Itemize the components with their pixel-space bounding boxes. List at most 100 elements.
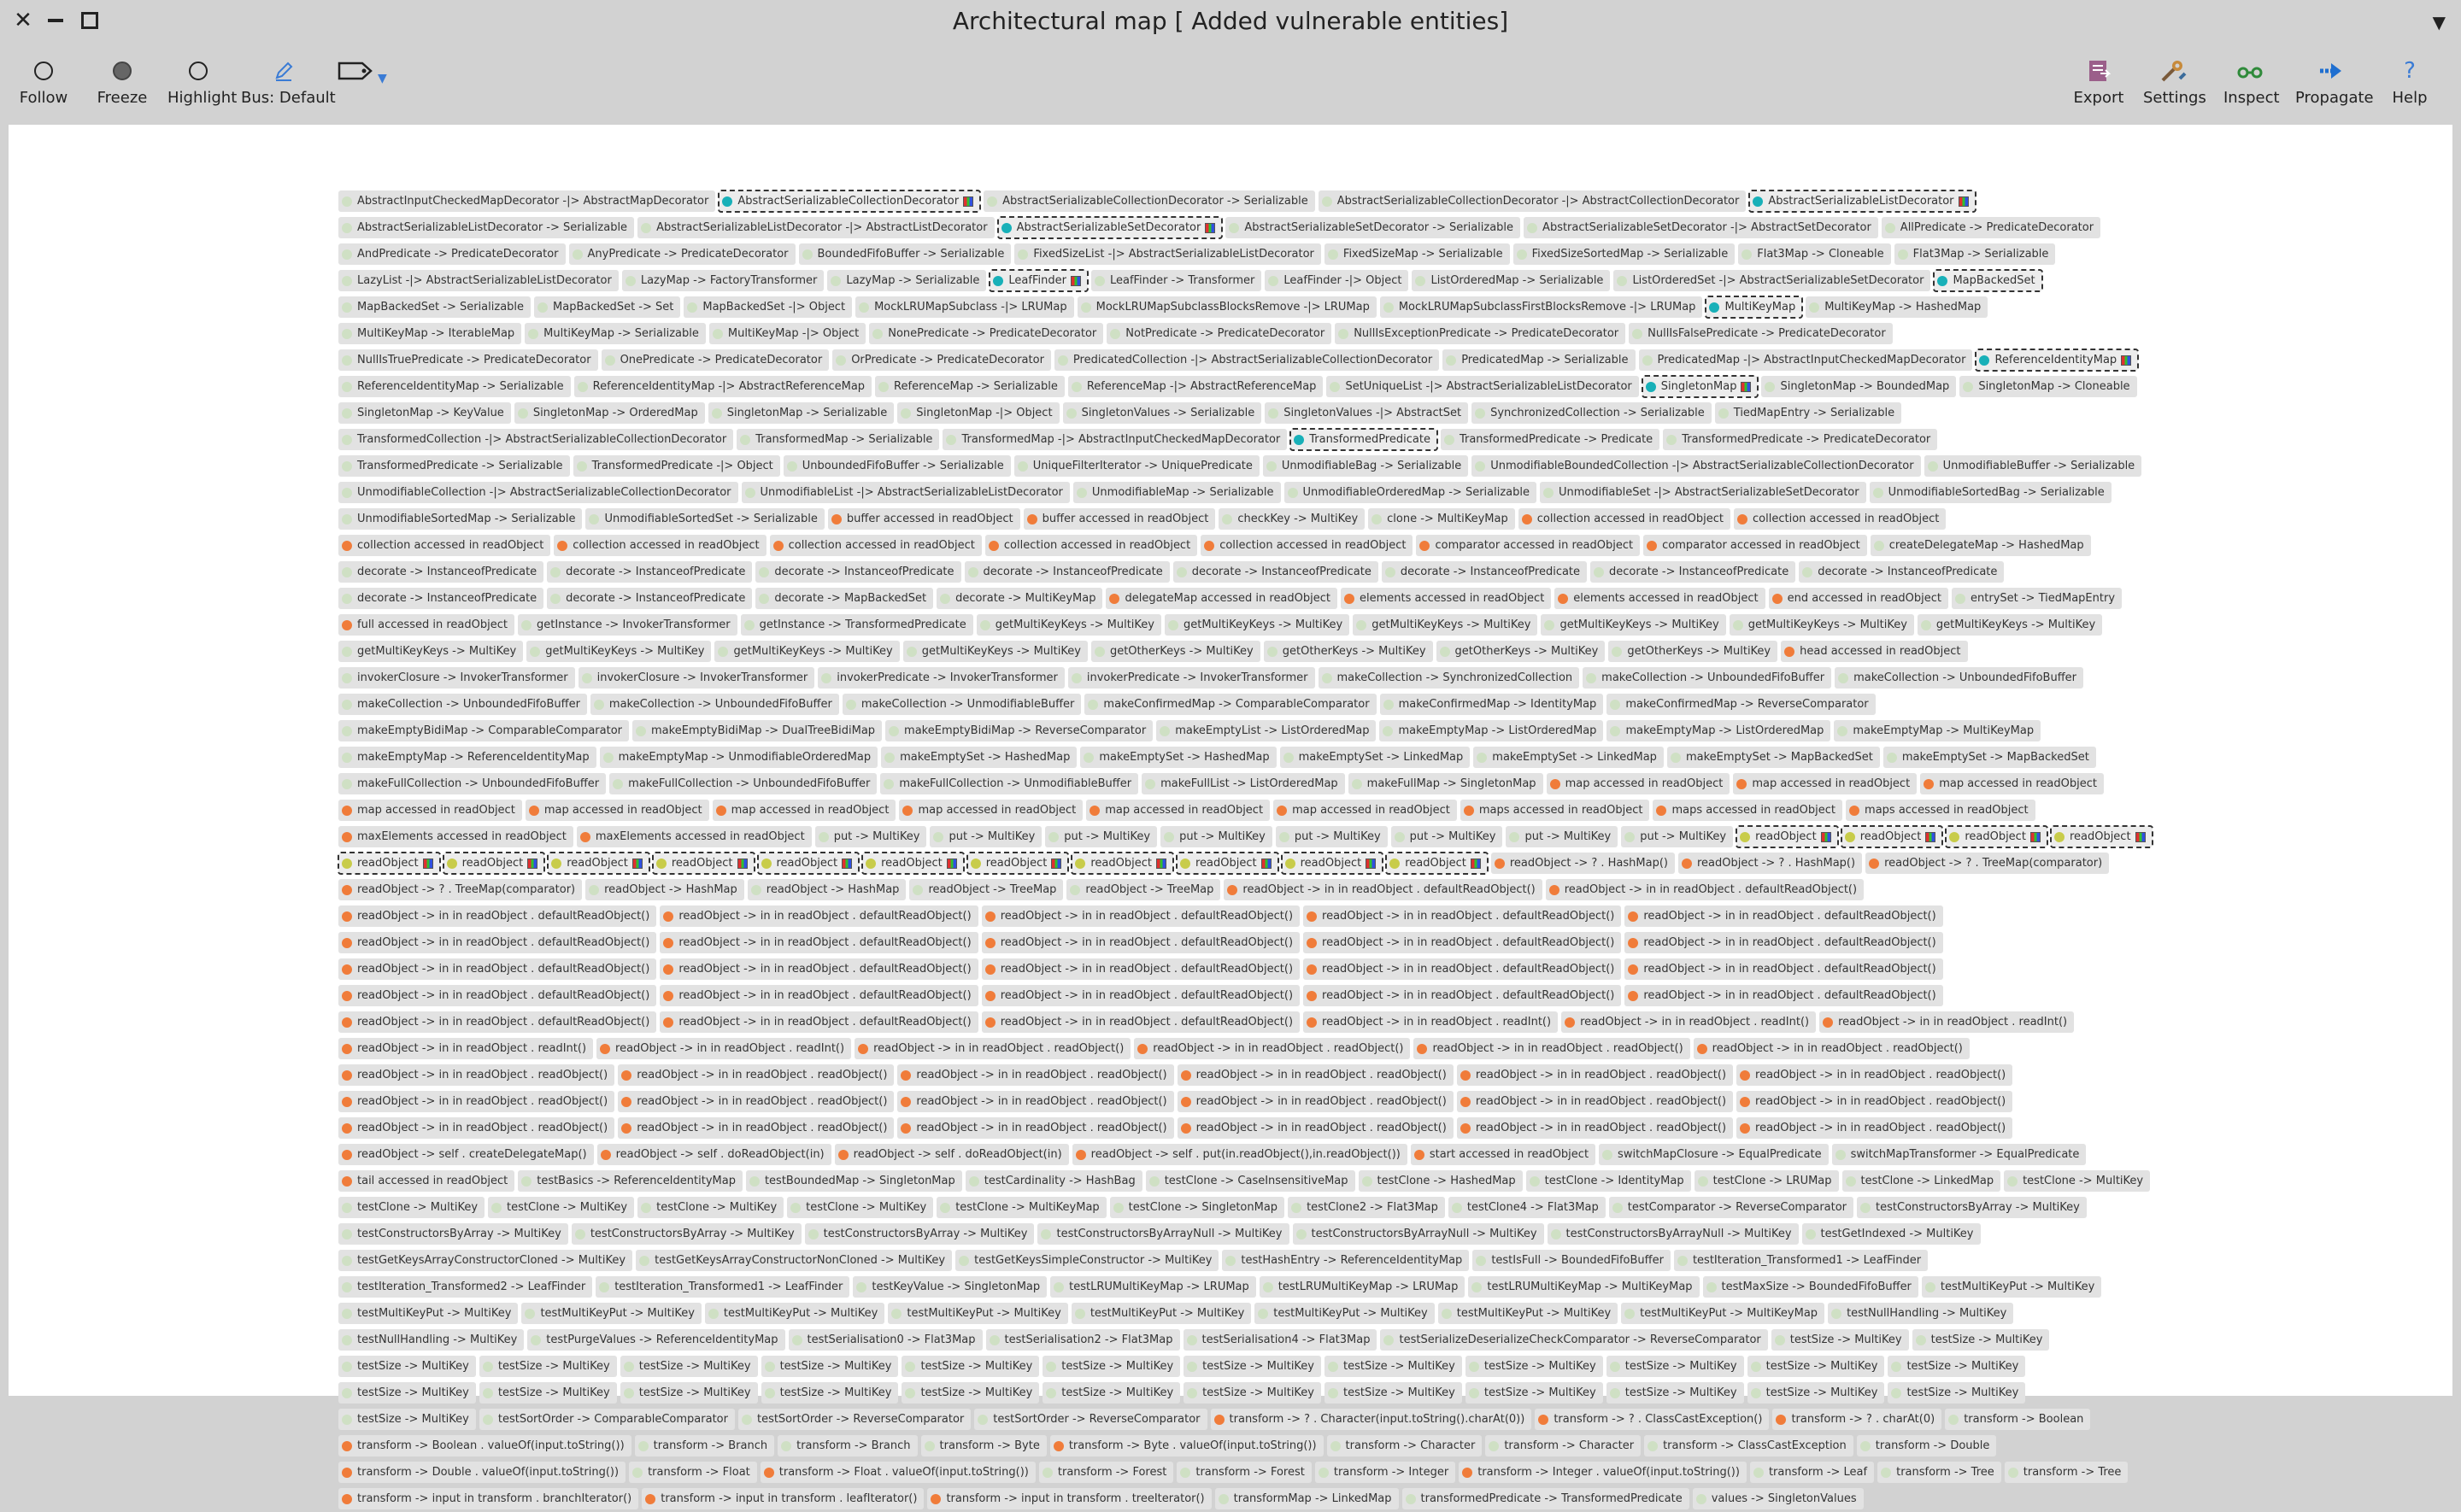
entity-node[interactable]: readObject -> in in readObject . readInt… [338,1038,594,1059]
entity-node[interactable]: transform -> Double . valueOf(input.toSt… [338,1462,626,1483]
entity-node[interactable]: readObject -> in in readObject . default… [1224,879,1542,900]
entity-node[interactable]: AnyPredicate -> PredicateDecorator [568,243,796,265]
entity-node[interactable]: makeCollection -> UnboundedFifoBuffer [590,694,839,715]
entity-node[interactable]: testGetKeysArrayConstructorNonCloned -> … [636,1250,953,1271]
entity-node[interactable]: makeConfirmedMap -> ReverseComparator [1606,694,1876,715]
entity-node[interactable]: testNullHandling -> MultiKey [338,1329,525,1351]
entity-node[interactable]: decorate -> InstanceofPredicate [1172,561,1378,583]
entity-node[interactable]: testSortOrder -> ReverseComparator [974,1409,1207,1430]
entity-node[interactable]: TransformedPredicate -> PredicateDecorat… [1663,429,1938,450]
entity-node[interactable]: testSerializeDeserializeCheckComparator … [1380,1329,1768,1351]
entity-node[interactable]: testConstructorsByArray -> MultiKey [804,1223,1035,1245]
entity-node[interactable]: transform -> Integer . valueOf(input.toS… [1459,1462,1747,1483]
entity-node[interactable]: switchMapClosure -> EqualPredicate [1599,1144,1829,1165]
entity-node[interactable]: makeFullList -> ListOrderedMap [1142,773,1345,794]
entity-node[interactable]: testLRUMultiKeyMap -> LRUMap [1259,1276,1465,1298]
entity-node[interactable]: transform -> Tree [2004,1462,2129,1483]
entity-node[interactable]: ReferenceIdentityMap -|> AbstractReferen… [573,376,872,397]
entity-node[interactable]: AbstractSerializableSetDecorator -|> Abs… [1524,217,1878,238]
entity-node[interactable]: testSize -> MultiKey [1888,1356,2026,1377]
entity-node[interactable]: transform -> Float . valueOf(input.toStr… [760,1462,1036,1483]
entity-node[interactable]: testSize -> MultiKey [761,1382,899,1404]
entity-node[interactable]: start accessed in readObject [1410,1144,1596,1165]
entity-node[interactable]: full accessed in readObject [338,614,514,636]
entity-node[interactable]: getOtherKeys -> MultiKey [1090,641,1260,662]
entity-node[interactable]: testSize -> MultiKey [1771,1329,1909,1351]
entity-node[interactable]: transform -> ? . Character(input.toStrin… [1210,1409,1532,1430]
entity-node[interactable]: Flat3Map -> Cloneable [1738,243,1891,265]
entity-node[interactable]: end accessed in readObject [1768,588,1949,609]
entity-node[interactable]: getMultiKeyKeys -> MultiKey [1917,614,2103,636]
entity-node[interactable]: getMultiKeyKeys -> MultiKey [714,641,900,662]
entity-node[interactable]: createDelegateMap -> HashedMap [1870,535,2091,556]
entity-node[interactable]: testSize -> MultiKey [1912,1329,2050,1351]
entity-node[interactable]: testClone -> IdentityMap [1525,1170,1691,1192]
entity-node[interactable]: testConstructorsByArrayNull -> MultiKey [1547,1223,1799,1245]
entity-node[interactable]: invokerClosure -> InvokerTransformer [578,667,815,689]
highlight-button[interactable]: Highlight [167,55,237,107]
entity-node[interactable]: readObject -> in in readObject . readObj… [338,1117,615,1139]
entity-node[interactable]: makeEmptySet -> HashedMap [1080,747,1277,768]
entity-node[interactable]: MultiKeyMap -> HashedMap [1806,296,1988,318]
entity-node[interactable]: readObject -> in in readObject . default… [981,1011,1301,1033]
entity-node[interactable]: readObject -> self . doReadObject(in) [834,1144,1069,1165]
entity-node[interactable]: makeCollection -> UnboundedFifoBuffer [1835,667,2083,689]
entity-node[interactable]: FixedSizeMap -> Serializable [1324,243,1510,265]
entity-node[interactable]: buffer accessed in readObject [1023,508,1216,530]
entity-node[interactable]: testSize -> MultiKey [1184,1356,1322,1377]
entity-node[interactable]: getMultiKeyKeys -> MultiKey [902,641,1088,662]
entity-node[interactable]: readObject -> self . doReadObject(in) [596,1144,831,1165]
entity-node[interactable]: MockLRUMapSubclassFirstBlocksRemove -|> … [1379,296,1703,318]
entity-node[interactable]: UnmodifiableList -|> AbstractSerializabl… [741,482,1070,503]
entity-node[interactable]: testClone -> HashedMap [1358,1170,1523,1192]
entity-node[interactable]: testGetKeysArrayConstructorCloned -> Mul… [338,1250,633,1271]
entity-node[interactable]: getMultiKeyKeys -> MultiKey [1164,614,1350,636]
entity-node[interactable]: readObject -> in in readObject . default… [338,932,657,953]
entity-node[interactable]: PredicatedCollection -|> AbstractSeriali… [1054,349,1440,371]
entity-node[interactable]: readObject [756,852,860,875]
entity-node[interactable]: TransformedPredicate -> Serializable [338,455,570,477]
entity-node[interactable]: ListOrderedMap -> Serializable [1412,270,1611,291]
entity-node[interactable]: testSize -> MultiKey [479,1382,617,1404]
entity-node[interactable]: readObject -> HashMap [747,879,907,900]
entity-node[interactable]: getOtherKeys -> MultiKey [1436,641,1606,662]
entity-node[interactable]: ReferenceIdentityMap [1975,349,2140,372]
entity-node[interactable]: invokerClosure -> InvokerTransformer [338,667,575,689]
entity-node[interactable]: LazyMap -> Serializable [827,270,987,291]
entity-node[interactable]: readObject -> in in readObject . readInt… [1303,1011,1559,1033]
entity-node[interactable]: testLRUMultiKeyMap -> MultiKeyMap [1468,1276,1700,1298]
entity-node[interactable]: makeEmptyBidiMap -> DualTreeBidiMap [632,720,883,741]
entity-node[interactable]: SingletonMap -> OrderedMap [514,402,705,424]
inspect-button[interactable]: Inspect [2223,55,2280,107]
entity-node[interactable]: makeEmptyList -> ListOrderedMap [1156,720,1377,741]
entity-node[interactable]: NullIsTruePredicate -> PredicateDecorato… [338,349,598,371]
entity-node[interactable]: testSerialisation4 -> Flat3Map [1183,1329,1377,1351]
window-menu-icon[interactable]: ▼ [2432,12,2446,32]
entity-node[interactable]: UnmodifiableCollection -|> AbstractSeria… [338,482,738,503]
entity-node[interactable]: makeFullCollection -> UnmodifiableBuffer [880,773,1139,794]
entity-node[interactable]: collection accessed in readObject [984,535,1198,556]
entity-node[interactable]: readObject -> in in readObject . readObj… [1736,1117,2013,1139]
entity-node[interactable]: transform -> Character [1326,1435,1483,1456]
entity-node[interactable]: decorate -> InstanceofPredicate [1799,561,2005,583]
entity-node[interactable]: testConstructorsByArray -> MultiKey [338,1223,568,1245]
follow-button[interactable]: Follow [17,55,70,107]
entity-node[interactable]: TiedMapEntry -> Serializable [1714,402,1902,424]
entity-node[interactable]: MultiKeyMap -> Serializable [525,323,706,344]
entity-node[interactable]: makeEmptyMap -> ListOrderedMap [1606,720,1831,741]
entity-node[interactable]: testConstructorsByArray -> MultiKey [571,1223,802,1245]
entity-node[interactable]: switchMapTransformer -> EqualPredicate [1831,1144,2087,1165]
entity-node[interactable]: readObject -> HashMap [585,879,744,900]
entity-node[interactable]: decorate -> InstanceofPredicate [547,561,753,583]
entity-node[interactable]: UnmodifiableSortedMap -> Serializable [338,508,583,530]
entity-node[interactable]: SingletonMap -> BoundedMap [1761,376,1957,397]
entity-node[interactable]: testSize -> MultiKey [902,1356,1040,1377]
entity-node[interactable]: makeEmptyMap -> MultiKeyMap [1834,720,2041,741]
entity-node[interactable]: readObject -> in in readObject . default… [660,932,978,953]
entity-node[interactable]: readObject -> in in readObject . readObj… [618,1117,895,1139]
entity-node[interactable]: transform -> input in transform . branch… [338,1488,639,1509]
entity-node[interactable]: transform -> Boolean . valueOf(input.toS… [338,1435,631,1456]
entity-node[interactable]: decorate -> InstanceofPredicate [964,561,1170,583]
entity-node[interactable]: readObject -> ? . HashMap() [1490,853,1675,874]
entity-node[interactable]: makeEmptyBidiMap -> ReverseComparator [885,720,1154,741]
